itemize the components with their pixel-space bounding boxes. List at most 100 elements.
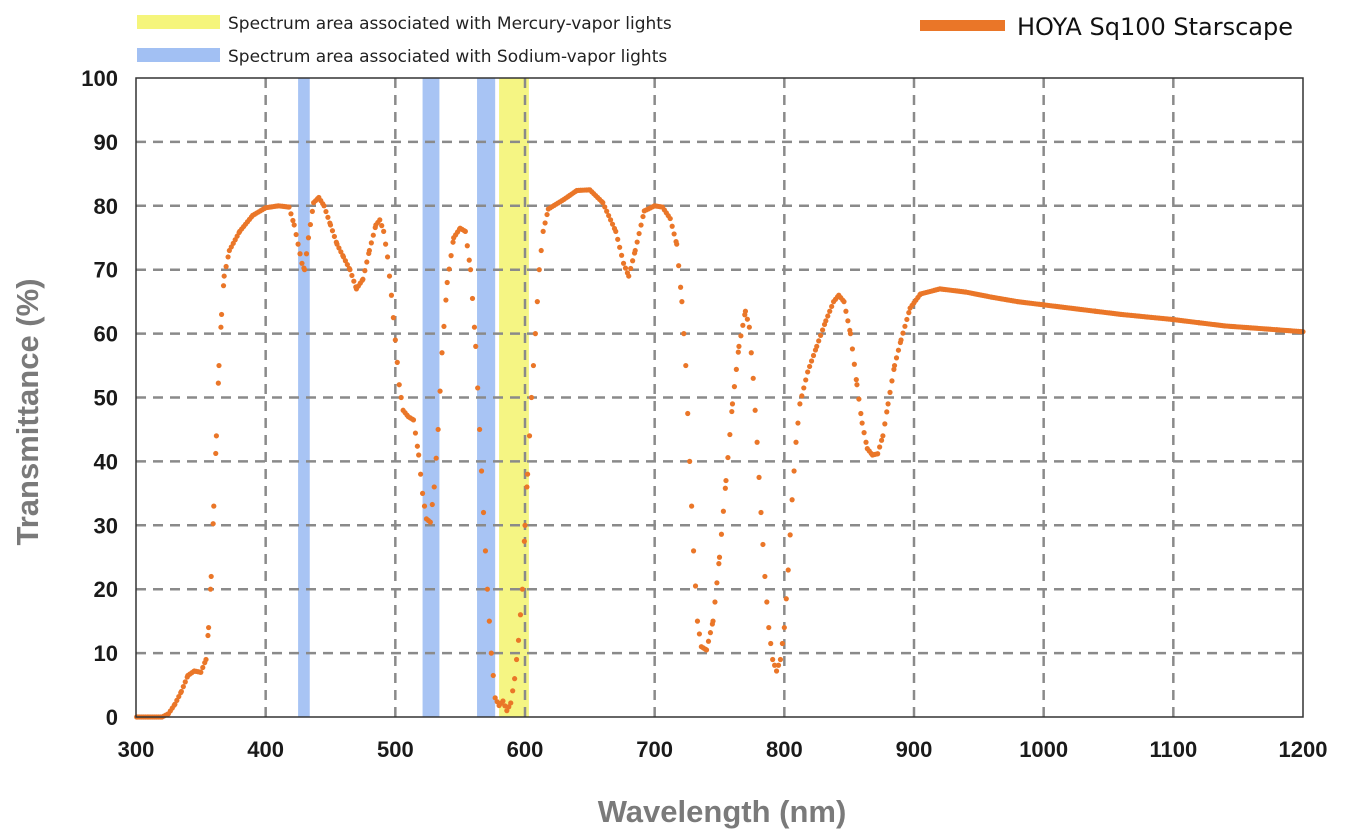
data-point xyxy=(891,362,898,369)
data-point xyxy=(630,258,636,264)
data-point xyxy=(856,396,862,402)
data-point xyxy=(746,324,752,330)
data-point xyxy=(464,243,470,249)
data-point xyxy=(602,204,608,210)
data-point xyxy=(744,316,750,322)
x-axis-title: Wavelength (nm) xyxy=(598,794,847,829)
data-point xyxy=(760,541,766,548)
data-point xyxy=(530,362,537,369)
data-point xyxy=(609,221,616,227)
data-point xyxy=(853,377,859,383)
data-point xyxy=(884,409,890,415)
data-point xyxy=(689,503,695,509)
data-point xyxy=(500,698,506,704)
data-point xyxy=(681,331,687,337)
data-point xyxy=(444,279,450,286)
x-tick-label: 1100 xyxy=(1149,737,1197,762)
data-point xyxy=(309,208,315,214)
data-point xyxy=(414,443,420,449)
data-point xyxy=(176,693,182,700)
data-point xyxy=(394,359,400,365)
data-point xyxy=(513,656,520,663)
data-point xyxy=(725,454,731,461)
data-point xyxy=(676,263,682,269)
data-point xyxy=(532,331,538,337)
data-point xyxy=(450,239,456,245)
data-point xyxy=(522,522,528,528)
data-point xyxy=(384,254,391,260)
data-point xyxy=(766,624,772,631)
data-point xyxy=(683,362,689,369)
data-point xyxy=(803,377,809,383)
data-point xyxy=(419,490,426,496)
data-point xyxy=(791,468,797,474)
data-point xyxy=(877,444,883,450)
data-point xyxy=(364,259,370,265)
data-point xyxy=(446,266,452,272)
data-point xyxy=(340,254,347,260)
data-point xyxy=(473,343,479,349)
data-point xyxy=(484,586,490,592)
data-point xyxy=(439,350,445,356)
data-point xyxy=(779,640,785,647)
data-point xyxy=(716,561,722,567)
data-point xyxy=(814,343,820,349)
y-axis-title: Transmittance (%) xyxy=(10,278,45,545)
data-point xyxy=(418,471,424,477)
data-point xyxy=(671,231,677,237)
data-point xyxy=(712,599,718,605)
data-point xyxy=(301,267,308,273)
data-point xyxy=(758,509,764,516)
data-point xyxy=(785,567,791,573)
data-point xyxy=(764,599,770,605)
data-point xyxy=(735,349,741,355)
data-point xyxy=(801,385,807,391)
data-point xyxy=(810,352,817,359)
data-point xyxy=(887,389,893,395)
data-point xyxy=(752,407,758,413)
data-point xyxy=(174,697,180,703)
data-point xyxy=(429,501,435,508)
data-point xyxy=(198,669,204,675)
data-point xyxy=(667,215,673,222)
data-point xyxy=(620,260,627,266)
data-point xyxy=(482,548,489,554)
data-point xyxy=(502,703,508,709)
data-point xyxy=(381,228,387,234)
data-point xyxy=(891,366,897,372)
data-point xyxy=(885,401,891,407)
data-point xyxy=(783,596,789,602)
y-tick-label: 30 xyxy=(94,513,118,538)
data-point xyxy=(604,208,610,214)
data-point xyxy=(377,217,383,223)
y-tick-label: 60 xyxy=(94,322,118,347)
data-point xyxy=(336,245,342,251)
data-point xyxy=(334,241,340,247)
data-point xyxy=(632,247,638,254)
data-point xyxy=(398,394,404,401)
data-point xyxy=(736,343,742,349)
data-point xyxy=(694,618,701,624)
data-point xyxy=(829,303,835,310)
data-point xyxy=(492,695,498,701)
y-tick-label: 40 xyxy=(94,449,118,474)
x-tick-label: 600 xyxy=(507,737,544,762)
data-point xyxy=(729,401,736,407)
data-point xyxy=(678,284,684,290)
data-point xyxy=(893,355,900,361)
data-point xyxy=(733,366,739,372)
data-point xyxy=(679,299,685,305)
data-point xyxy=(347,267,353,273)
data-point xyxy=(777,656,784,663)
data-point xyxy=(386,273,393,279)
data-point xyxy=(696,631,703,637)
data-point xyxy=(519,586,526,592)
data-point xyxy=(448,253,454,259)
y-tick-label: 90 xyxy=(94,130,118,155)
data-point xyxy=(720,508,726,514)
data-point xyxy=(748,350,754,356)
data-point xyxy=(349,272,355,279)
data-point xyxy=(628,265,634,272)
data-point xyxy=(841,299,847,305)
data-point xyxy=(307,221,314,228)
